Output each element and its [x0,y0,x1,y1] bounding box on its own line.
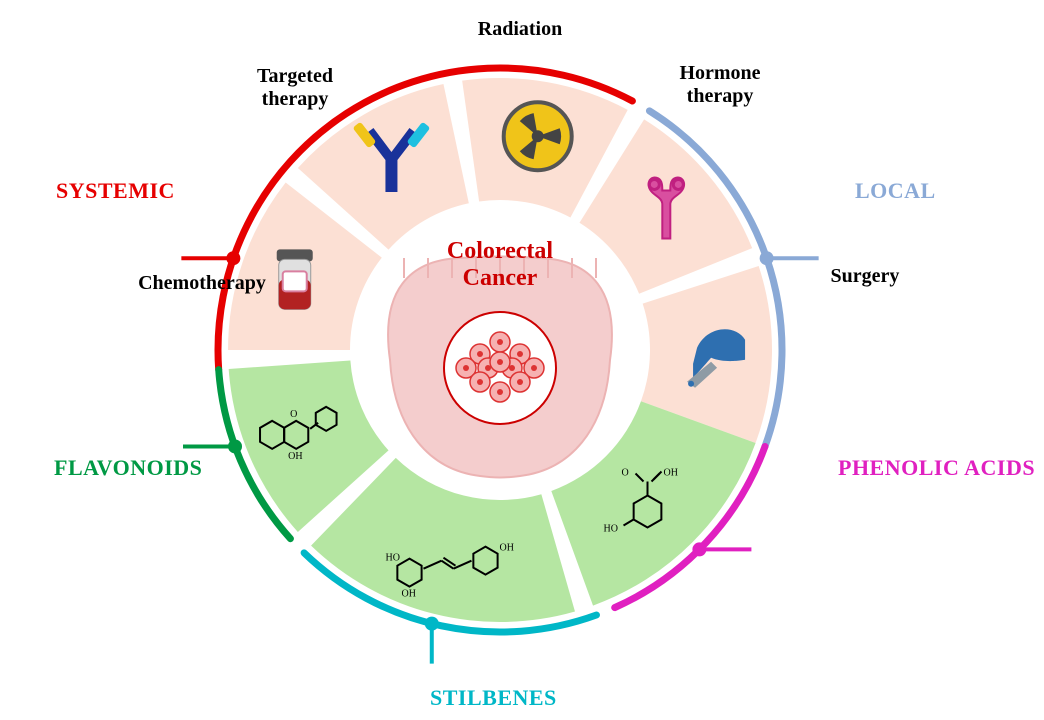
vial-icon [277,249,313,309]
label-targeted-therapy: Targetedtherapy [215,65,375,111]
arc-label-local: LOCAL [855,178,936,203]
svg-text:OH: OH [401,589,415,600]
main-svg: OHOHOHOOHOHOOH [0,0,1044,720]
label-hormone-therapy: Hormonetherapy [640,62,800,108]
svg-text:HO: HO [385,553,399,564]
svg-text:O: O [290,409,297,420]
svg-text:HO: HO [604,524,618,535]
arc-label-flavonoid: FLAVONOIDS [54,455,202,480]
arc-label-phenolic: PHENOLIC ACIDS [838,455,1035,480]
svg-text:O: O [622,468,629,479]
label-chemotherapy: Chemotherapy [122,272,282,295]
center-title: ColorectalCancer [400,238,600,292]
diagram-canvas: OHOHOHOOHOHOOH ColorectalCancerChemother… [0,0,1044,720]
arc-label-stilbene: STILBENES [430,685,557,710]
svg-text:OH: OH [288,451,302,462]
label-radiation: Radiation [440,18,600,41]
svg-text:OH: OH [664,468,678,479]
arc-label-systemic: SYSTEMIC [56,178,175,203]
label-surgery: Surgery [805,265,925,288]
radiation-icon [504,102,572,170]
svg-text:OH: OH [499,543,513,554]
